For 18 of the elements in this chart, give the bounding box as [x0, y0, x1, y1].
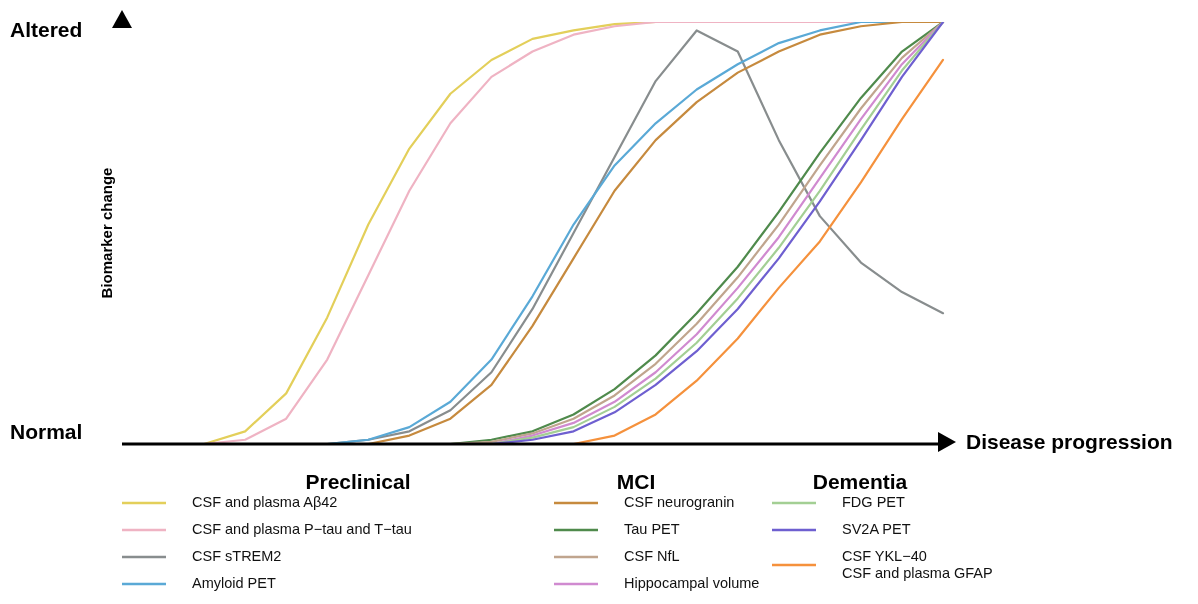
text: Normal: [10, 420, 83, 444]
legend-label: CSF neurogranin: [624, 494, 735, 511]
legend-label: Hippocampal volume: [624, 575, 760, 592]
y-axis-title: Biomarker change: [97, 167, 115, 299]
x-axis-title: Disease progression: [966, 430, 1173, 454]
legend-label: CSF YKL−40 CSF and plasma GFAP: [842, 548, 993, 582]
text: Dementia: [812, 470, 908, 494]
legend-label: CSF and plasma Aβ42: [192, 494, 338, 511]
legend-label: SV2A PET: [842, 521, 911, 538]
legend-label: Tau PET: [624, 521, 680, 538]
legend-label: Amyloid PET: [192, 575, 276, 592]
text: Altered: [10, 18, 83, 42]
legend-label: CSF sTREM2: [192, 548, 282, 565]
text: Preclinical: [305, 470, 411, 494]
text: MCI: [616, 470, 656, 494]
legend-label: CSF and plasma P−tau and T−tau: [192, 521, 412, 538]
legend-label: CSF NfL: [624, 548, 680, 565]
legend-label: FDG PET: [842, 494, 905, 511]
